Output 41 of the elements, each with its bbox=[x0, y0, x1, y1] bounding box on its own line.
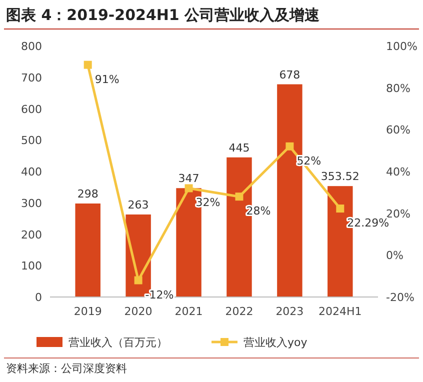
y2-tick-label: -20% bbox=[386, 291, 414, 304]
y-tick-label: 300 bbox=[21, 196, 42, 210]
data-label: 678 bbox=[279, 68, 300, 82]
x-tick-label: 2020 bbox=[124, 305, 152, 318]
x-tick-label: 2024H1 bbox=[318, 305, 362, 318]
y2-tick-label: 60% bbox=[386, 124, 410, 137]
y2-tick-label: 40% bbox=[386, 166, 410, 178]
data-label: -12% bbox=[145, 288, 174, 302]
y-tick-label: 800 bbox=[21, 40, 42, 53]
x-tick-label: 2021 bbox=[174, 305, 203, 318]
y2-tick-label: 80% bbox=[386, 82, 410, 95]
x-tick-label: 2019 bbox=[74, 305, 102, 318]
text: 资料来源：公司深度资料 bbox=[6, 362, 127, 375]
y-tick-label: 600 bbox=[21, 102, 42, 116]
bar bbox=[75, 204, 100, 297]
data-label: 263 bbox=[128, 198, 149, 212]
y-tick-label: 700 bbox=[21, 71, 42, 84]
x-tick-label: 2022 bbox=[225, 305, 254, 318]
point bbox=[336, 204, 344, 213]
chart-title: 图表 4：2019-2024H1 公司营业收入及增速 bbox=[6, 6, 321, 24]
y-tick-label: 0 bbox=[35, 291, 42, 304]
point bbox=[134, 276, 142, 284]
data-label: 347 bbox=[178, 172, 200, 186]
y2-tick-label: 100% bbox=[386, 40, 418, 53]
legend-label: 营业收入yoy bbox=[244, 336, 308, 349]
y-tick-label: 200 bbox=[21, 228, 42, 242]
data-label: 91% bbox=[94, 72, 120, 86]
point bbox=[235, 192, 244, 201]
y2-tick-label: 0% bbox=[386, 249, 404, 262]
y2-tick-label: 20% bbox=[386, 207, 410, 220]
data-label: 298 bbox=[77, 188, 98, 201]
legend-label: 营业收入（百万元） bbox=[68, 336, 168, 349]
data-label: 353.52 bbox=[320, 170, 360, 184]
x-tick-label: 2023 bbox=[276, 305, 304, 318]
point bbox=[84, 60, 92, 69]
y-tick-label: 500 bbox=[21, 134, 42, 148]
point bbox=[184, 184, 193, 192]
data-label: 445 bbox=[228, 141, 250, 154]
y-tick-label: 400 bbox=[21, 166, 42, 178]
point bbox=[286, 142, 294, 150]
y-tick-label: 100 bbox=[21, 260, 42, 273]
